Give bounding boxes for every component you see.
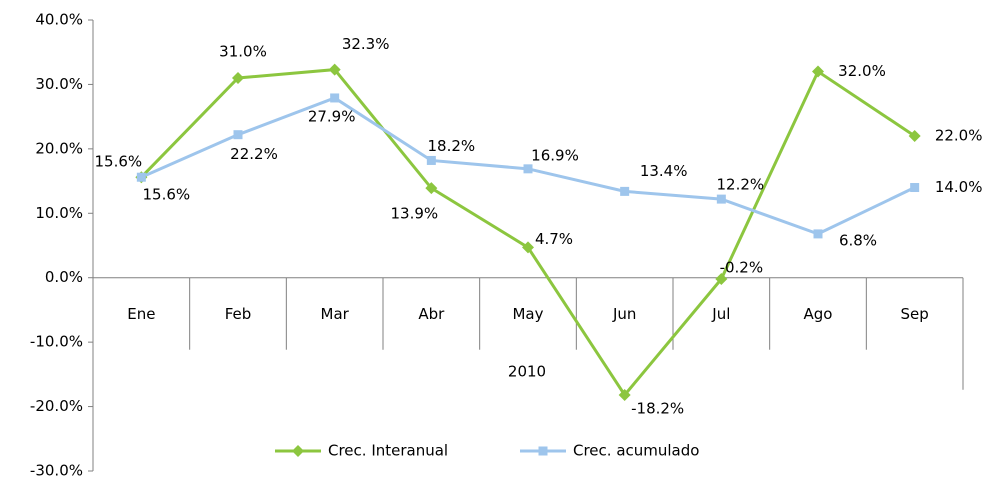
data-label: 13.9% (391, 205, 439, 223)
data-label: 6.8% (839, 231, 877, 249)
point-marker (715, 273, 728, 286)
data-label: 15.6% (143, 186, 191, 204)
point-marker (425, 182, 438, 195)
point-marker (330, 93, 340, 103)
x-tick-label: Jul (711, 305, 730, 323)
data-label: 13.4% (640, 162, 688, 180)
point-marker (522, 241, 534, 254)
point-marker (426, 155, 436, 165)
data-label: 18.2% (428, 137, 476, 155)
point-marker (813, 229, 823, 239)
data-label: 27.9% (308, 107, 356, 125)
data-label: 12.2% (717, 176, 765, 194)
data-label: 32.0% (838, 62, 886, 80)
data-label: 16.9% (531, 146, 579, 164)
y-tick-label: 10.0% (35, 204, 83, 222)
x-tick-label: May (512, 305, 543, 323)
y-tick-label: 40.0% (35, 11, 83, 29)
x-tick-label: Ago (804, 305, 833, 323)
point-marker (136, 172, 146, 182)
x-group-label: 2010 (508, 363, 546, 381)
point-marker (618, 388, 631, 401)
y-tick-label: -20.0% (30, 397, 83, 415)
point-marker (716, 194, 726, 204)
data-label: 15.6% (95, 153, 143, 171)
data-label: 14.0% (935, 178, 983, 196)
x-tick-label: Mar (321, 305, 350, 323)
y-tick-label: -10.0% (30, 333, 83, 351)
point-marker (232, 71, 244, 84)
point-marker (523, 164, 533, 174)
point-marker (620, 186, 630, 196)
y-tick-label: 0.0% (45, 268, 83, 286)
x-tick-label: Abr (418, 305, 445, 323)
legend-label: Crec. acumulado (573, 442, 699, 460)
data-label: -18.2% (631, 399, 684, 417)
data-label: 31.0% (219, 42, 267, 60)
point-marker (233, 130, 243, 140)
x-tick-label: Ene (127, 305, 155, 323)
point-marker (910, 183, 920, 193)
x-tick-label: Feb (225, 305, 252, 323)
x-tick-label: Sep (901, 305, 929, 323)
x-tick-label: Jun (612, 305, 636, 323)
data-label: 4.7% (535, 230, 573, 248)
data-label: 22.2% (230, 145, 278, 163)
data-label: 22.0% (935, 126, 983, 144)
point-marker (812, 65, 824, 78)
y-tick-label: 30.0% (35, 75, 83, 93)
legend-label: Crec. Interanual (328, 442, 448, 460)
y-tick-label: -30.0% (30, 462, 83, 480)
legend-marker (538, 446, 548, 456)
y-tick-label: 20.0% (35, 139, 83, 157)
data-label: -0.2% (720, 259, 764, 277)
data-label: 32.3% (342, 35, 390, 53)
point-marker (328, 63, 341, 76)
point-marker (908, 129, 921, 142)
series-line (140, 68, 916, 398)
legend-marker (292, 445, 304, 457)
